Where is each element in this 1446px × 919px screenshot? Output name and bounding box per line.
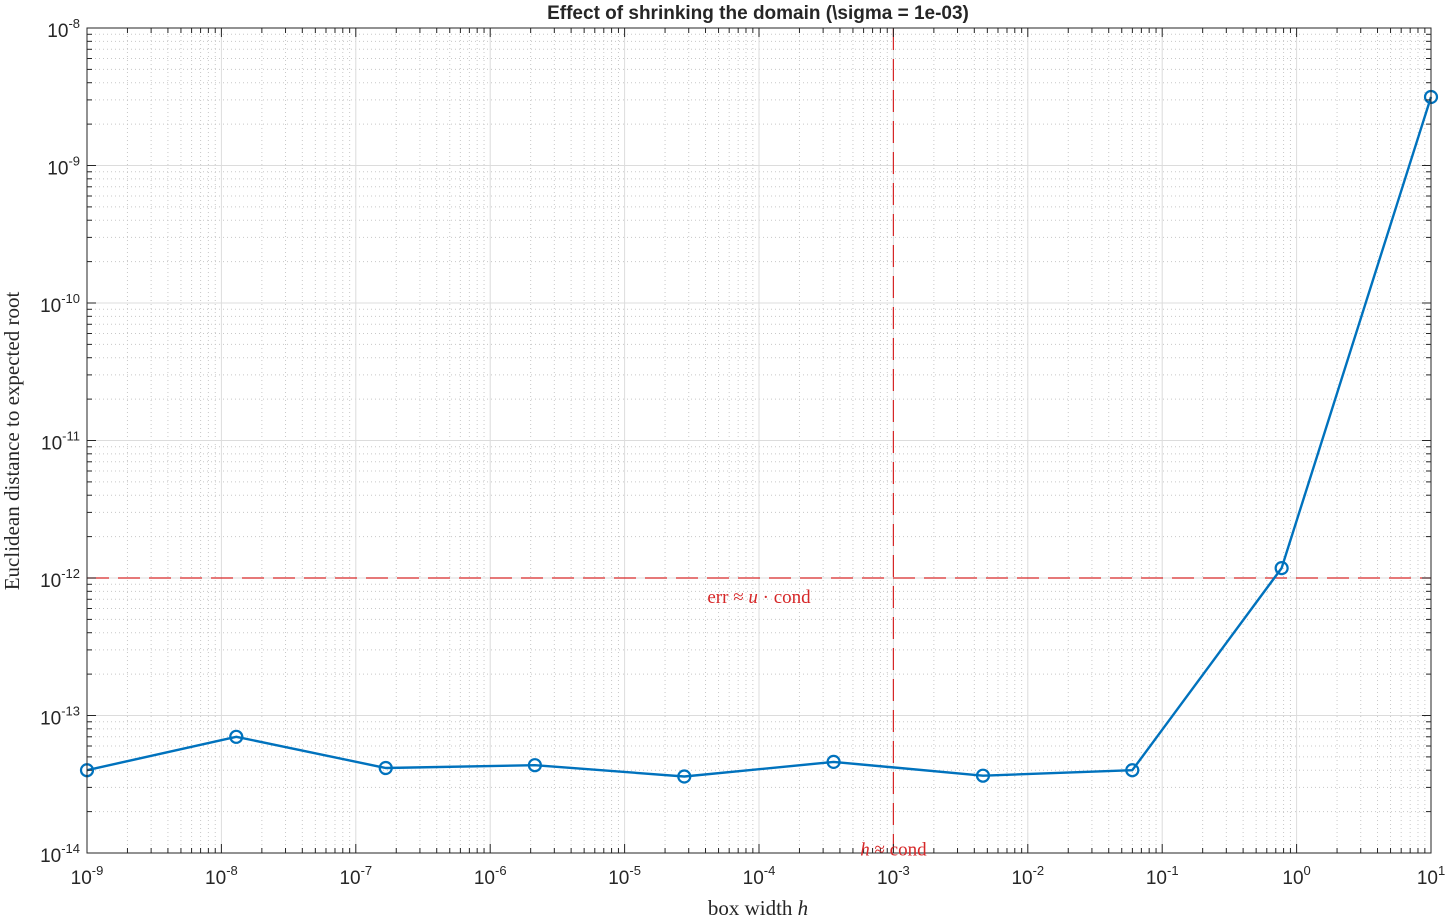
x-tick-label-base: 10 [1417,868,1438,889]
y-tick-label-base: 10 [41,434,62,455]
y-tick-label-base: 10 [40,846,61,867]
x-axis-label-var: h [798,896,809,919]
x-tick-label-base: 10 [1146,868,1167,889]
x-tick-label-exponent: -9 [92,863,104,878]
y-axis-label: Euclidean distance to expected root [0,292,24,591]
x-tick-label-base: 10 [608,868,629,889]
x-tick-label: 10-5 [608,863,641,889]
y-tick-label-exponent: -11 [62,429,80,444]
x-tick-label-exponent: -5 [629,863,641,878]
data-point [378,760,393,776]
annotation-h-part: ≈ cond [870,839,927,860]
x-axis-label: box width h [708,896,808,919]
data-point [677,769,692,784]
y-tick-label: 10-13 [40,704,80,730]
y-tick-label-exponent: -13 [61,704,80,719]
x-axis-label-text: box width [708,896,798,919]
chart-title: Effect of shrinking the domain (\sigma =… [547,3,969,24]
y-tick-label: 10-14 [40,841,80,867]
data-point [826,754,841,769]
x-tick-label: 10-6 [474,863,507,889]
annotations: err ≈ u · cond h ≈ cond [707,587,927,860]
x-tick-label: 10-7 [339,863,372,889]
x-tick-label-base: 10 [743,868,764,889]
reference-lines [87,28,1431,853]
x-tick-label-exponent: -8 [226,863,238,878]
x-tick-label-base: 10 [339,868,360,889]
x-tick-label: 10-3 [877,863,910,889]
x-tick-labels: 10-9 10-8 10-7 10-6 10-5 10-4 10-3 10-2 10-1 100 1… [71,863,1446,889]
y-tick-label-exponent: -12 [61,566,80,581]
y-tick-label-base: 10 [47,21,68,42]
x-tick-label-base: 10 [71,868,92,889]
y-tick-label-base: 10 [40,296,61,317]
x-tick-label: 10-9 [71,863,104,889]
x-tick-label-base: 10 [474,868,495,889]
y-tick-label-exponent: -8 [68,16,80,31]
y-tick-label-exponent: -14 [61,841,80,856]
x-tick-label-exponent: -2 [1033,863,1045,878]
x-tick-label-base: 10 [1282,868,1303,889]
y-tick-label-exponent: -9 [68,154,80,169]
annotation-h: h ≈ cond [860,839,927,860]
x-tick-label: 100 [1282,863,1310,889]
y-tick-label: 10-12 [40,566,80,592]
x-tick-label-exponent: -1 [1167,863,1179,878]
x-tick-label-exponent: 0 [1304,863,1311,878]
tick-marks [86,27,1432,854]
data-point [527,758,542,773]
annotation-err-part: u [748,587,758,608]
annotation-h-part: h [860,839,870,860]
y-tick-label-base: 10 [40,571,61,592]
x-tick-label: 101 [1417,863,1445,889]
x-tick-label-exponent: -3 [898,863,910,878]
y-tick-label-base: 10 [40,709,61,730]
x-tick-label: 10-2 [1011,863,1044,889]
annotation-err-part: · cond [758,587,811,608]
x-tick-label-base: 10 [877,868,898,889]
y-tick-label: 10-10 [40,291,80,317]
annotation-err-part: err ≈ [707,587,748,608]
x-tick-label: 10-1 [1146,863,1179,889]
y-tick-label: 10-11 [41,429,80,455]
data-point [975,768,991,783]
y-tick-label: 10-9 [47,154,80,180]
annotation-err: err ≈ u · cond [707,587,811,608]
x-tick-label-exponent: -7 [361,863,373,878]
x-tick-label-base: 10 [1011,868,1032,889]
y-tick-label-base: 10 [47,159,68,180]
x-tick-label-exponent: -6 [495,863,507,878]
x-tick-label: 10-4 [743,863,776,889]
x-tick-label-base: 10 [205,868,226,889]
x-tick-label-exponent: -4 [764,863,776,878]
x-tick-label-exponent: 1 [1438,863,1445,878]
data-point [1125,763,1140,778]
x-tick-label: 10-8 [205,863,238,889]
data-point [1274,561,1289,576]
data-point [229,729,244,744]
series-line [86,96,1433,778]
y-tick-label: 10-8 [47,16,80,42]
y-tick-label-exponent: -10 [61,291,80,306]
